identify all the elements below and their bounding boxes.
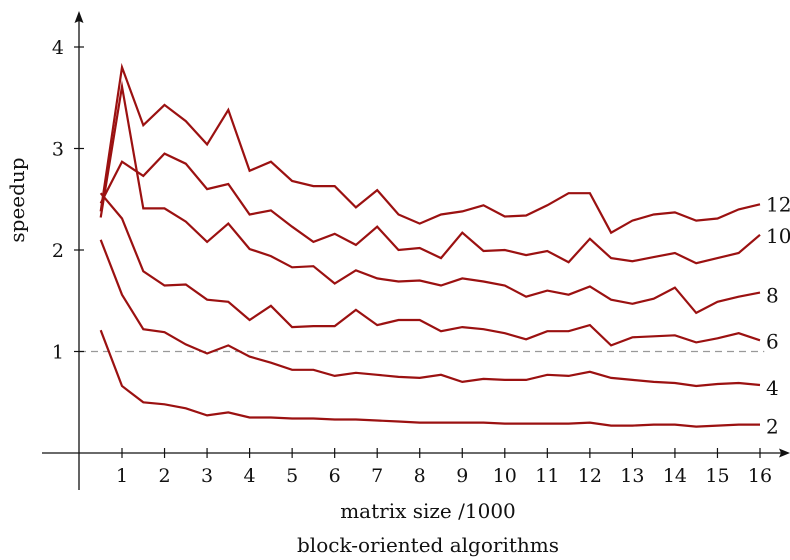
- x-tick-label: 1: [116, 465, 128, 487]
- y-tick-label: 1: [52, 342, 64, 364]
- series-line-6: [99, 192, 761, 347]
- x-tick-label: 13: [620, 465, 644, 487]
- x-tick-label: 4: [244, 465, 256, 487]
- y-tick-label: 3: [52, 139, 64, 161]
- x-tick-label: 8: [414, 465, 426, 487]
- series-label-4: 4: [766, 376, 779, 400]
- x-tick-label: 16: [748, 465, 772, 487]
- x-tick-label: 3: [201, 465, 213, 487]
- series-line-4: [99, 239, 761, 388]
- y-axis-arrow-icon: [74, 11, 84, 23]
- series-line-2: [99, 329, 760, 428]
- x-tick-label: 15: [705, 465, 729, 487]
- x-tick-label: 6: [329, 465, 341, 487]
- x-tick-label: 9: [456, 465, 468, 487]
- y-tick-label: 2: [52, 240, 64, 262]
- chart-subtitle: block-oriented algorithms: [297, 533, 559, 557]
- x-axis-arrow-icon: [779, 448, 790, 458]
- y-axis-title: speedup: [5, 157, 29, 242]
- series-label-12: 12: [766, 192, 790, 216]
- x-tick-label: 11: [535, 465, 559, 487]
- series-line-8: [99, 79, 761, 315]
- series-label-10: 10: [766, 224, 790, 248]
- x-tick-label: 7: [371, 465, 383, 487]
- x-tick-label: 5: [286, 465, 298, 487]
- series-line-10: [99, 152, 761, 265]
- series-label-2: 2: [766, 415, 779, 439]
- x-axis-title: matrix size /1000: [340, 499, 516, 523]
- series-labels: 2 4 6 8 10 12: [766, 192, 790, 438]
- axes: [42, 11, 790, 490]
- series-label-6: 6: [766, 329, 779, 353]
- x-tick-label: 12: [578, 465, 602, 487]
- x-tick-label: 2: [158, 465, 170, 487]
- x-tick-label: 10: [493, 465, 517, 487]
- series-line-12: [99, 62, 761, 235]
- y-tick-label: 4: [52, 37, 64, 59]
- x-tick-label: 14: [663, 465, 687, 487]
- series-label-8: 8: [766, 284, 779, 308]
- series-lines: [99, 62, 761, 428]
